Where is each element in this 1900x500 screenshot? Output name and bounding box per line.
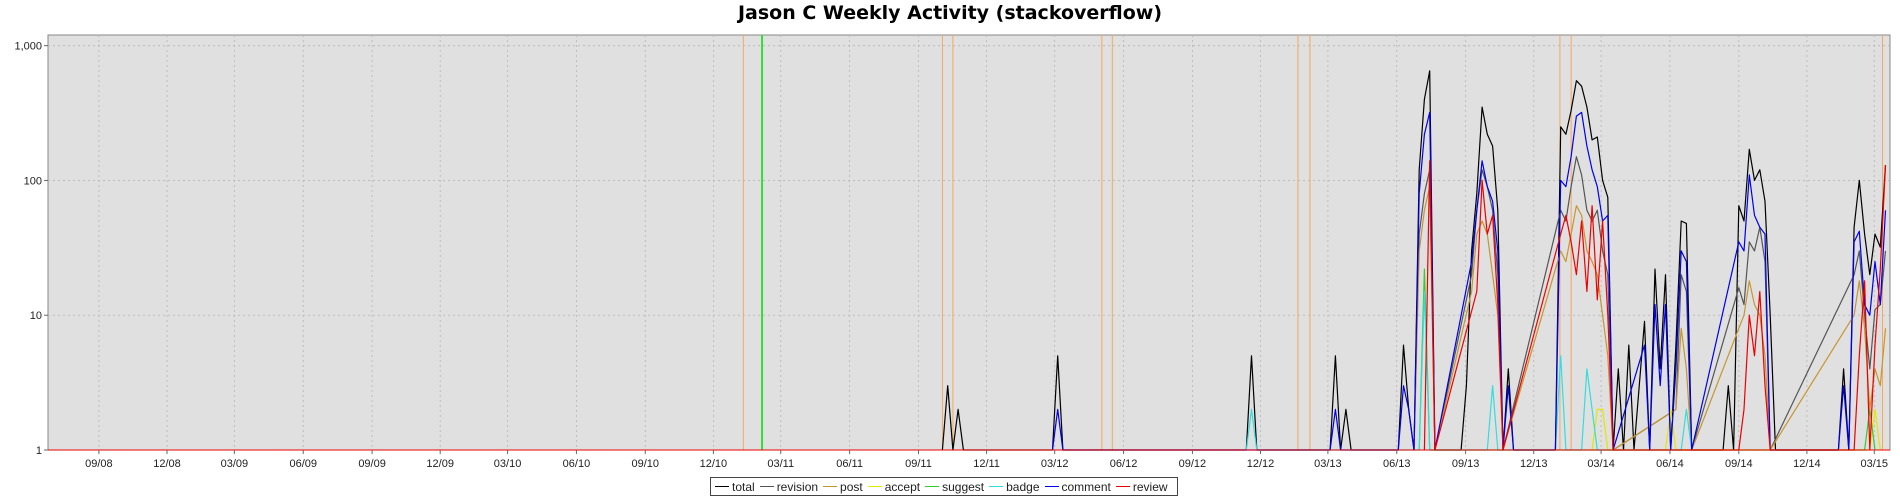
chart-title: Jason C Weekly Activity (stackoverflow) — [737, 2, 1163, 24]
legend-label: badge — [1006, 479, 1040, 494]
x-tick-label: 09/11 — [905, 458, 932, 470]
x-tick-label: 12/09 — [426, 458, 454, 470]
x-tick-label: 09/13 — [1452, 458, 1480, 470]
legend-item-badge: badge — [989, 479, 1040, 494]
x-tick-label: 03/10 — [494, 458, 522, 470]
legend-item-suggest: suggest — [925, 480, 984, 494]
legend-label: review — [1132, 479, 1168, 494]
x-tick-label: 09/08 — [85, 458, 113, 470]
x-tick-label: 09/09 — [358, 458, 386, 470]
legend-item-accept: accept — [867, 479, 921, 494]
x-tick-label: 03/12 — [1041, 458, 1069, 470]
x-tick-label: 06/12 — [1110, 458, 1138, 470]
legend-label: suggest — [942, 479, 985, 494]
legend-label: accept — [884, 479, 921, 494]
x-tick-label: 03/13 — [1314, 458, 1342, 470]
legend-label: post — [840, 479, 863, 494]
legend-swatch — [925, 486, 940, 487]
legend-label: revision — [776, 479, 819, 494]
series-layer — [48, 70, 1890, 451]
x-tick-label: 03/11 — [767, 458, 794, 470]
x-tick-label: 03/15 — [1861, 458, 1889, 470]
legend: total revision post accept suggest badge comme… — [710, 477, 1178, 496]
x-tick-label: 06/10 — [563, 458, 591, 470]
series-line-total — [941, 70, 1887, 451]
legend-item-total: total — [715, 480, 755, 494]
x-tick-label: 12/13 — [1520, 458, 1548, 470]
y-tick-label: 1 — [36, 445, 42, 457]
axis-layer: 09/08 12/08 03/09 06/09 09/09 12/09 03/10 06/10… — [14, 41, 1888, 470]
x-tick-label: 06/11 — [836, 458, 863, 470]
x-tick-label: 06/13 — [1383, 458, 1411, 470]
legend-item-comment: comment — [1044, 479, 1111, 494]
series-line-review — [1423, 160, 1887, 451]
x-tick-label: 09/14 — [1725, 458, 1753, 470]
legend-swatch — [989, 486, 1004, 487]
legend-label: comment — [1061, 479, 1111, 494]
y-tick-label: 100 — [24, 175, 42, 187]
legend-item-review: review — [1115, 479, 1168, 494]
legend-swatch — [867, 486, 882, 487]
series-line-revision — [1413, 156, 1887, 451]
legend-label: total — [732, 479, 755, 494]
series-line-comment — [1051, 111, 1887, 451]
y-tick-label: 1,000 — [14, 41, 42, 53]
x-tick-label: 03/14 — [1587, 458, 1615, 470]
x-tick-label: 12/10 — [700, 458, 728, 470]
x-tick-label: 06/14 — [1656, 458, 1684, 470]
x-tick-label: 12/11 — [973, 458, 1000, 470]
legend-item-post: post — [823, 480, 863, 494]
x-tick-label: 09/10 — [632, 458, 660, 470]
legend-swatch — [1115, 486, 1130, 487]
legend-swatch — [1044, 486, 1059, 487]
legend-swatch — [715, 486, 729, 487]
x-tick-label: 09/12 — [1179, 458, 1207, 470]
plot-area — [47, 34, 1891, 451]
legend-swatch — [759, 486, 774, 487]
series-review — [48, 160, 1890, 451]
x-tick-label: 03/09 — [221, 458, 249, 470]
x-tick-label: 12/08 — [153, 458, 181, 470]
y-tick-label: 10 — [30, 310, 42, 322]
x-tick-label: 06/09 — [289, 458, 317, 470]
x-tick-label: 12/14 — [1793, 458, 1821, 470]
legend-item-revision: revision — [759, 479, 819, 494]
x-tick-label: 12/12 — [1247, 458, 1275, 470]
legend-swatch — [823, 486, 838, 487]
